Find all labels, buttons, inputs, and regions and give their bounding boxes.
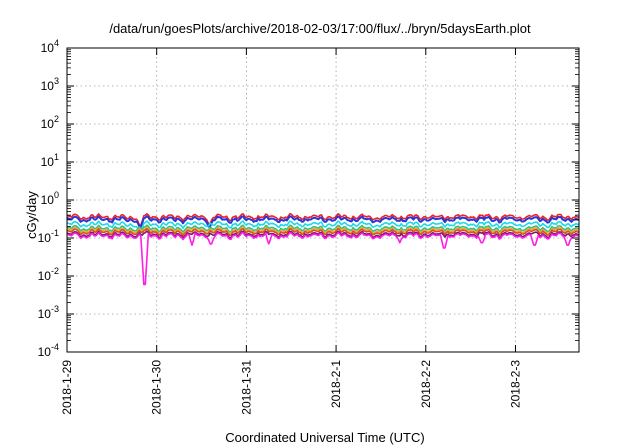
grid-lines [67,48,579,352]
series-line [66,220,580,234]
x-tick-label: 2018-1-29 [60,360,74,415]
data-series [66,213,580,286]
y-axis-label-group: cGy/day [24,191,39,239]
series-line [66,213,580,226]
x-tick-label: 2018-2-2 [419,360,433,408]
series-line [66,224,580,233]
x-tick-label: 2018-1-31 [239,360,253,415]
y-tick-label: 10-3 [38,304,59,321]
y-tick-label: 10-4 [38,342,59,359]
y-tick-label: 10-1 [38,228,59,245]
series-line [66,228,580,237]
y-axis-label: cGy/day [24,191,39,239]
y-tick-label: 10-2 [38,266,59,283]
plot-frame [66,47,580,353]
x-axis-label: Coordinated Universal Time (UTC) [225,430,425,445]
series-line [66,231,580,286]
series-line [66,215,580,228]
x-tick-label: 2018-2-1 [329,360,343,408]
y-tick-label: 101 [41,152,59,169]
y-tick-label: 104 [41,38,59,55]
y-tick-label: 100 [41,190,59,207]
chart-title: /data/run/goesPlots/archive/2018-02-03/1… [109,21,531,36]
y-tick-label: 103 [41,76,59,93]
x-tick-label: 2018-2-3 [508,360,522,408]
y-tick-label: 102 [41,114,59,131]
axes: 104 103 102 101 100 10-1 10-2 10-3 10-42018-1-29… [38,38,580,415]
x-tick-label: 2018-1-30 [150,360,164,415]
